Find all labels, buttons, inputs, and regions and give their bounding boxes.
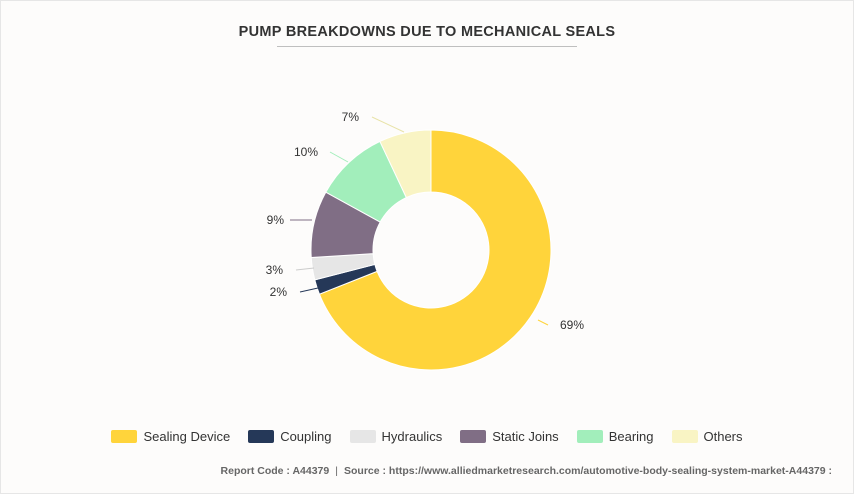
legend-label: Bearing xyxy=(608,429,654,444)
label-connector xyxy=(371,116,405,133)
legend-swatch xyxy=(349,430,376,443)
legend-label: Coupling xyxy=(280,429,332,444)
label-connector xyxy=(299,287,319,293)
legend-item[interactable]: Sealing Device xyxy=(111,429,230,444)
legend-item[interactable]: Static Joins xyxy=(460,429,559,444)
legend-item[interactable]: Bearing xyxy=(576,429,654,444)
title-underline xyxy=(277,46,577,47)
data-label: 2% xyxy=(270,285,288,299)
legend-label: Static Joins xyxy=(492,429,559,444)
chart-legend: Sealing Device Coupling Hydraulics Static J… xyxy=(0,429,854,444)
legend-swatch xyxy=(460,430,487,443)
data-label: 3% xyxy=(266,263,284,277)
data-label: 69% xyxy=(560,318,584,332)
source-link[interactable]: Source : https://www.alliedmarketresearc… xyxy=(343,465,832,477)
legend-label: Sealing Device xyxy=(143,429,231,444)
data-label: 10% xyxy=(294,145,318,159)
chart-title: PUMP BREAKDOWNS DUE TO MECHANICAL SEALS xyxy=(238,24,616,40)
legend-label: Others xyxy=(703,429,743,444)
legend-label: Hydraulics xyxy=(381,429,443,444)
legend-swatch xyxy=(576,430,603,443)
legend-swatch xyxy=(248,430,275,443)
data-label: 7% xyxy=(342,110,360,124)
legend-item[interactable]: Others xyxy=(671,429,743,444)
data-label: 9% xyxy=(267,213,285,227)
footer-separator: | xyxy=(335,465,338,477)
footer-source: Report Code : A44379 | Source : https://ww… xyxy=(221,465,832,477)
label-connector xyxy=(329,151,349,163)
label-connector xyxy=(295,267,315,271)
donut-slice-sealing-device[interactable] xyxy=(318,129,552,371)
legend-item[interactable]: Hydraulics xyxy=(349,429,443,444)
legend-swatch xyxy=(111,430,138,443)
donut-slice-others[interactable] xyxy=(379,129,432,199)
legend-swatch xyxy=(671,430,698,443)
label-connector xyxy=(537,319,549,326)
legend-item[interactable]: Coupling xyxy=(248,429,332,444)
report-code: Report Code : A44379 xyxy=(220,465,330,477)
